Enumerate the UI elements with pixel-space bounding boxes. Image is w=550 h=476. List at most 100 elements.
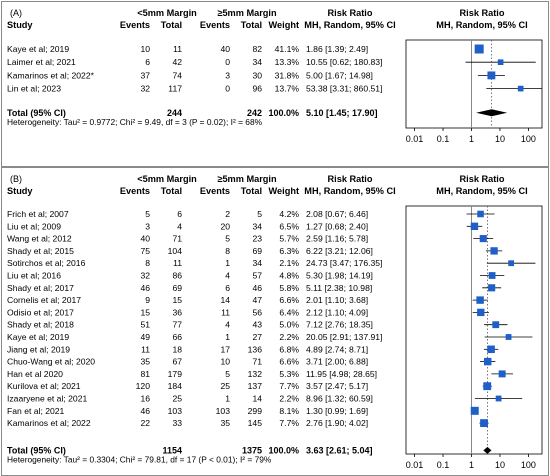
risk-ratio-ci: 3.71 [2.00; 6.88] xyxy=(306,357,368,367)
weight: 6.6% xyxy=(279,295,299,305)
events-2: 14 xyxy=(220,295,230,305)
total-1: 184 xyxy=(168,381,183,391)
total-label: Total (95% CI) xyxy=(7,108,66,118)
study-name: Jiang et al; 2019 xyxy=(7,344,70,354)
total-2: 299 xyxy=(248,406,263,416)
study-square xyxy=(498,370,506,378)
weight: 13.3% xyxy=(275,57,300,67)
study-name: Frich et al; 2007 xyxy=(7,209,69,219)
heterogeneity-text: Heterogeneity: Tau² = 0.3304; Chi² = 79.… xyxy=(7,454,272,464)
study-square xyxy=(483,382,492,391)
total-1: 86 xyxy=(172,271,182,281)
study-name: Kurilova et al; 2021 xyxy=(7,381,81,391)
risk-ratio-ci: 5.00 [1.67; 14.98] xyxy=(306,70,373,80)
study-square xyxy=(483,357,492,366)
events-header-2: Events xyxy=(200,20,230,30)
weight: 41.1% xyxy=(275,44,300,54)
events-1: 46 xyxy=(140,406,150,416)
events-1: 49 xyxy=(140,332,150,342)
events-2: 6 xyxy=(225,283,230,293)
group2-header: ≥5mm Margin xyxy=(217,174,277,184)
total-1: 103 xyxy=(168,406,183,416)
risk-ratio-ci: 11.95 [4.98; 28.65] xyxy=(306,369,377,379)
panel-a: (A) <5mm Margin ≥5mm Margin Risk Ratio Risk … xyxy=(1,1,549,167)
total-1: 74 xyxy=(172,70,182,80)
events-2: 5 xyxy=(225,234,230,244)
weight: 2.2% xyxy=(279,394,299,404)
risk-ratio-ci: 20.05 [2.91; 137.91] xyxy=(306,332,382,342)
total-2: 82 xyxy=(252,44,262,54)
x-tick-label: 1 xyxy=(469,460,474,470)
risk-ratio-ci: 1.30 [0.99; 1.69] xyxy=(306,406,368,416)
group1-header: <5mm Margin xyxy=(137,8,197,18)
total-2: 136 xyxy=(248,344,263,354)
total-2: 27 xyxy=(252,332,262,342)
total-header-2: Total xyxy=(241,186,262,196)
total-1: 15 xyxy=(172,295,182,305)
events-2: 8 xyxy=(225,246,230,256)
plot-subheader: MH, Random, 95% CI xyxy=(436,20,527,30)
study-name: Kaye et al; 2019 xyxy=(7,332,69,342)
total-1: 33 xyxy=(172,418,182,428)
study-name: Shady et al; 2015 xyxy=(7,246,74,256)
total-1: 179 xyxy=(168,369,183,379)
total-2: 43 xyxy=(252,320,262,330)
study-name: Chuo-Wang et al; 2020 xyxy=(7,357,95,367)
weight: 8.1% xyxy=(279,406,299,416)
group1-header: <5mm Margin xyxy=(137,174,197,184)
events-1: 37 xyxy=(140,70,150,80)
events-1: 120 xyxy=(136,381,151,391)
risk-ratio-ci: 2.76 [1.90; 4.02] xyxy=(306,418,368,428)
study-square xyxy=(477,210,484,218)
study-header: Study xyxy=(7,186,33,196)
weight: 5.0% xyxy=(279,320,299,330)
risk-ratio-ci: 5.11 [2.38; 10.98] xyxy=(306,283,372,293)
events-1: 6 xyxy=(145,57,150,67)
events-1: 8 xyxy=(145,258,150,268)
x-tick-label: 100 xyxy=(521,134,536,144)
total-2: 137 xyxy=(248,381,263,391)
total-diamond xyxy=(476,109,508,117)
heterogeneity-text: Heterogeneity: Tau² = 0.9772; Chi² = 9.4… xyxy=(7,117,263,127)
weight: 6.6% xyxy=(279,357,299,367)
events-1: 32 xyxy=(140,271,150,281)
total-1: 18 xyxy=(172,344,182,354)
study-square xyxy=(488,284,496,292)
study-square xyxy=(488,272,496,279)
study-name: Sotirchos et al; 2016 xyxy=(7,258,86,268)
x-tick-label: 0.01 xyxy=(406,134,424,144)
total-n2: 1375 xyxy=(242,445,262,455)
rr-header: Risk Ratio xyxy=(328,174,373,184)
events-1: 3 xyxy=(145,221,150,231)
events-2: 17 xyxy=(220,344,230,354)
events-2: 1 xyxy=(225,394,230,404)
study-square xyxy=(490,247,498,255)
events-1: 81 xyxy=(140,369,150,379)
study-name: Odisio et al; 2017 xyxy=(7,307,74,317)
events-2: 0 xyxy=(225,57,230,67)
total-weight: 100.0% xyxy=(268,445,299,455)
total-1: 104 xyxy=(168,246,183,256)
study-square xyxy=(487,345,495,354)
total-n2: 242 xyxy=(247,108,262,118)
events-1: 15 xyxy=(140,307,150,317)
events-header-1: Events xyxy=(120,186,150,196)
weight: 31.8% xyxy=(275,70,300,80)
x-tick-label: 0.1 xyxy=(437,134,450,144)
panel-label: (A) xyxy=(10,8,22,18)
total-1: 25 xyxy=(172,394,182,404)
weight: 5.8% xyxy=(279,283,299,293)
total-1: 36 xyxy=(172,307,182,317)
study-name: Liu et al; 2016 xyxy=(7,271,61,281)
risk-ratio-ci: 53.38 [3.31; 860.51] xyxy=(306,84,382,94)
study-name: Cornelis et al; 2017 xyxy=(7,295,81,305)
events-1: 35 xyxy=(140,357,150,367)
total-risk-ratio-ci: 3.63 [2.61; 5.04] xyxy=(306,445,373,455)
events-2: 2 xyxy=(225,209,230,219)
risk-ratio-ci: 24.73 [3.47; 176.35] xyxy=(306,258,382,268)
risk-ratio-ci: 6.22 [3.21; 12.06] xyxy=(306,246,373,256)
risk-ratio-ci: 3.57 [2.47; 5.17] xyxy=(306,381,368,391)
total-2: 14 xyxy=(252,394,262,404)
total-header-1: Total xyxy=(161,186,182,196)
